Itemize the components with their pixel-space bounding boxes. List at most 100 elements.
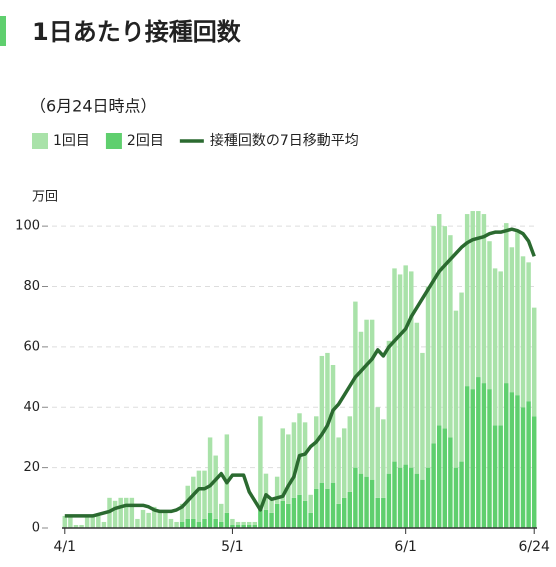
bar xyxy=(224,512,230,528)
bar xyxy=(509,247,515,393)
bar xyxy=(202,470,207,519)
bar xyxy=(431,443,436,528)
bar xyxy=(364,476,369,528)
y-tick-label: 100 xyxy=(15,219,40,234)
bar xyxy=(470,211,475,390)
bar xyxy=(308,494,313,513)
bar xyxy=(464,214,470,387)
bar xyxy=(386,340,392,474)
legend-label: 接種回数の7日移動平均 xyxy=(210,132,359,149)
bar xyxy=(531,307,537,417)
bar xyxy=(358,473,364,528)
bar xyxy=(274,476,280,504)
bar xyxy=(498,425,503,528)
bar xyxy=(151,506,157,528)
bar xyxy=(179,521,185,528)
bar xyxy=(392,268,397,462)
bar xyxy=(403,464,408,528)
bar xyxy=(403,265,408,465)
bar xyxy=(302,422,308,501)
bar xyxy=(319,482,325,528)
y-axis-label: 万回 xyxy=(32,190,58,205)
y-tick-label: 60 xyxy=(23,339,40,354)
bar xyxy=(241,524,246,528)
bar xyxy=(358,331,364,474)
bar xyxy=(369,319,375,480)
bar xyxy=(515,232,520,396)
bar xyxy=(453,310,459,468)
bar xyxy=(330,482,336,528)
bar xyxy=(129,497,135,528)
bar xyxy=(286,503,291,528)
bar xyxy=(135,518,140,528)
bar xyxy=(420,479,425,528)
bar xyxy=(207,437,213,513)
bar xyxy=(68,515,73,528)
bar xyxy=(219,521,224,528)
bar xyxy=(425,467,431,528)
bar xyxy=(347,416,353,492)
bar xyxy=(409,271,414,468)
bar xyxy=(185,518,190,528)
bar xyxy=(386,473,392,528)
bar xyxy=(442,226,448,429)
bar xyxy=(442,428,448,528)
bar xyxy=(464,386,470,528)
bar xyxy=(213,455,218,519)
bar xyxy=(336,503,341,528)
legend: 1回目 2回目 接種回数の7日移動平均 xyxy=(32,132,359,149)
bar xyxy=(101,521,107,528)
bar xyxy=(213,518,218,528)
bar xyxy=(258,416,263,507)
bar xyxy=(487,389,492,528)
bar xyxy=(526,262,531,402)
bar xyxy=(420,352,425,480)
bar xyxy=(202,518,207,528)
bar xyxy=(124,497,129,528)
bar xyxy=(179,503,185,522)
bar xyxy=(526,401,531,528)
bar xyxy=(235,521,241,525)
bar xyxy=(364,319,369,477)
bar xyxy=(274,503,280,528)
title-marker xyxy=(0,16,6,46)
bar xyxy=(191,518,196,528)
bar xyxy=(246,521,252,525)
y-tick-label: 80 xyxy=(23,279,40,294)
bar xyxy=(230,518,235,525)
bar xyxy=(252,521,258,525)
bar xyxy=(168,518,174,528)
bar xyxy=(230,524,235,528)
bar xyxy=(347,491,353,528)
bar xyxy=(476,211,481,378)
bar xyxy=(241,521,246,525)
bar xyxy=(330,364,336,483)
legend-label: 1回目 xyxy=(53,133,90,149)
bar xyxy=(520,256,526,408)
x-tick-label: 4/1 xyxy=(54,539,77,555)
bar xyxy=(470,389,475,528)
bar xyxy=(353,301,358,468)
bar xyxy=(414,322,420,474)
bar xyxy=(73,524,79,528)
y-tick-label: 20 xyxy=(23,460,40,475)
bar xyxy=(308,512,313,528)
bar xyxy=(196,470,202,522)
bar xyxy=(336,437,341,504)
y-tick-label: 40 xyxy=(23,400,40,415)
bar xyxy=(341,428,347,498)
x-tick-label: 6/24 xyxy=(518,539,550,555)
bar xyxy=(263,509,269,528)
bar xyxy=(520,407,526,528)
bar xyxy=(431,226,436,444)
bar xyxy=(269,497,274,513)
bar xyxy=(509,392,515,528)
bar xyxy=(269,512,274,528)
legend-swatch xyxy=(32,133,48,149)
bar xyxy=(314,488,319,528)
bar xyxy=(96,515,101,528)
bar xyxy=(492,425,498,528)
bar xyxy=(381,419,386,498)
bar xyxy=(118,497,123,528)
